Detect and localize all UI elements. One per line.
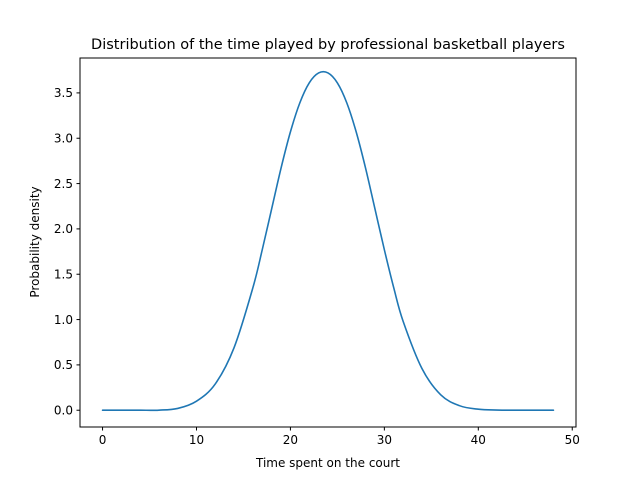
chart-title: Distribution of the time played by profe… (91, 37, 565, 53)
x-tick-label-2: 20 (283, 433, 298, 447)
y-tick-label-0: 0.0 (54, 404, 73, 418)
x-tick-label-3: 30 (377, 433, 392, 447)
x-tick-label-5: 50 (565, 433, 580, 447)
y-tick-label-2: 1.0 (54, 313, 73, 327)
plot-area (101, 70, 555, 412)
x-tick-label-0: 0 (99, 433, 107, 447)
axes: 0 10 20 30 40 50 0.0 0.5 1.0 1.5 2.0 2.5 3.0 3.5 (54, 57, 580, 447)
y-tick-label-4: 2.0 (54, 222, 73, 236)
y-tick-label-3: 1.5 (54, 268, 73, 282)
x-axis-label: Time spent on the court (255, 456, 400, 470)
y-axis-label: Probability density (28, 186, 42, 297)
y-tick-label-7: 3.5 (54, 86, 73, 100)
y-tick-label-6: 3.0 (54, 132, 73, 146)
series-line-0 (101, 70, 555, 412)
x-tick-label-4: 40 (471, 433, 486, 447)
axes-frame (79, 57, 577, 428)
y-tick-label-5: 2.5 (54, 177, 73, 191)
y-tick-label-1: 0.5 (54, 358, 73, 372)
x-tick-label-1: 10 (189, 433, 204, 447)
